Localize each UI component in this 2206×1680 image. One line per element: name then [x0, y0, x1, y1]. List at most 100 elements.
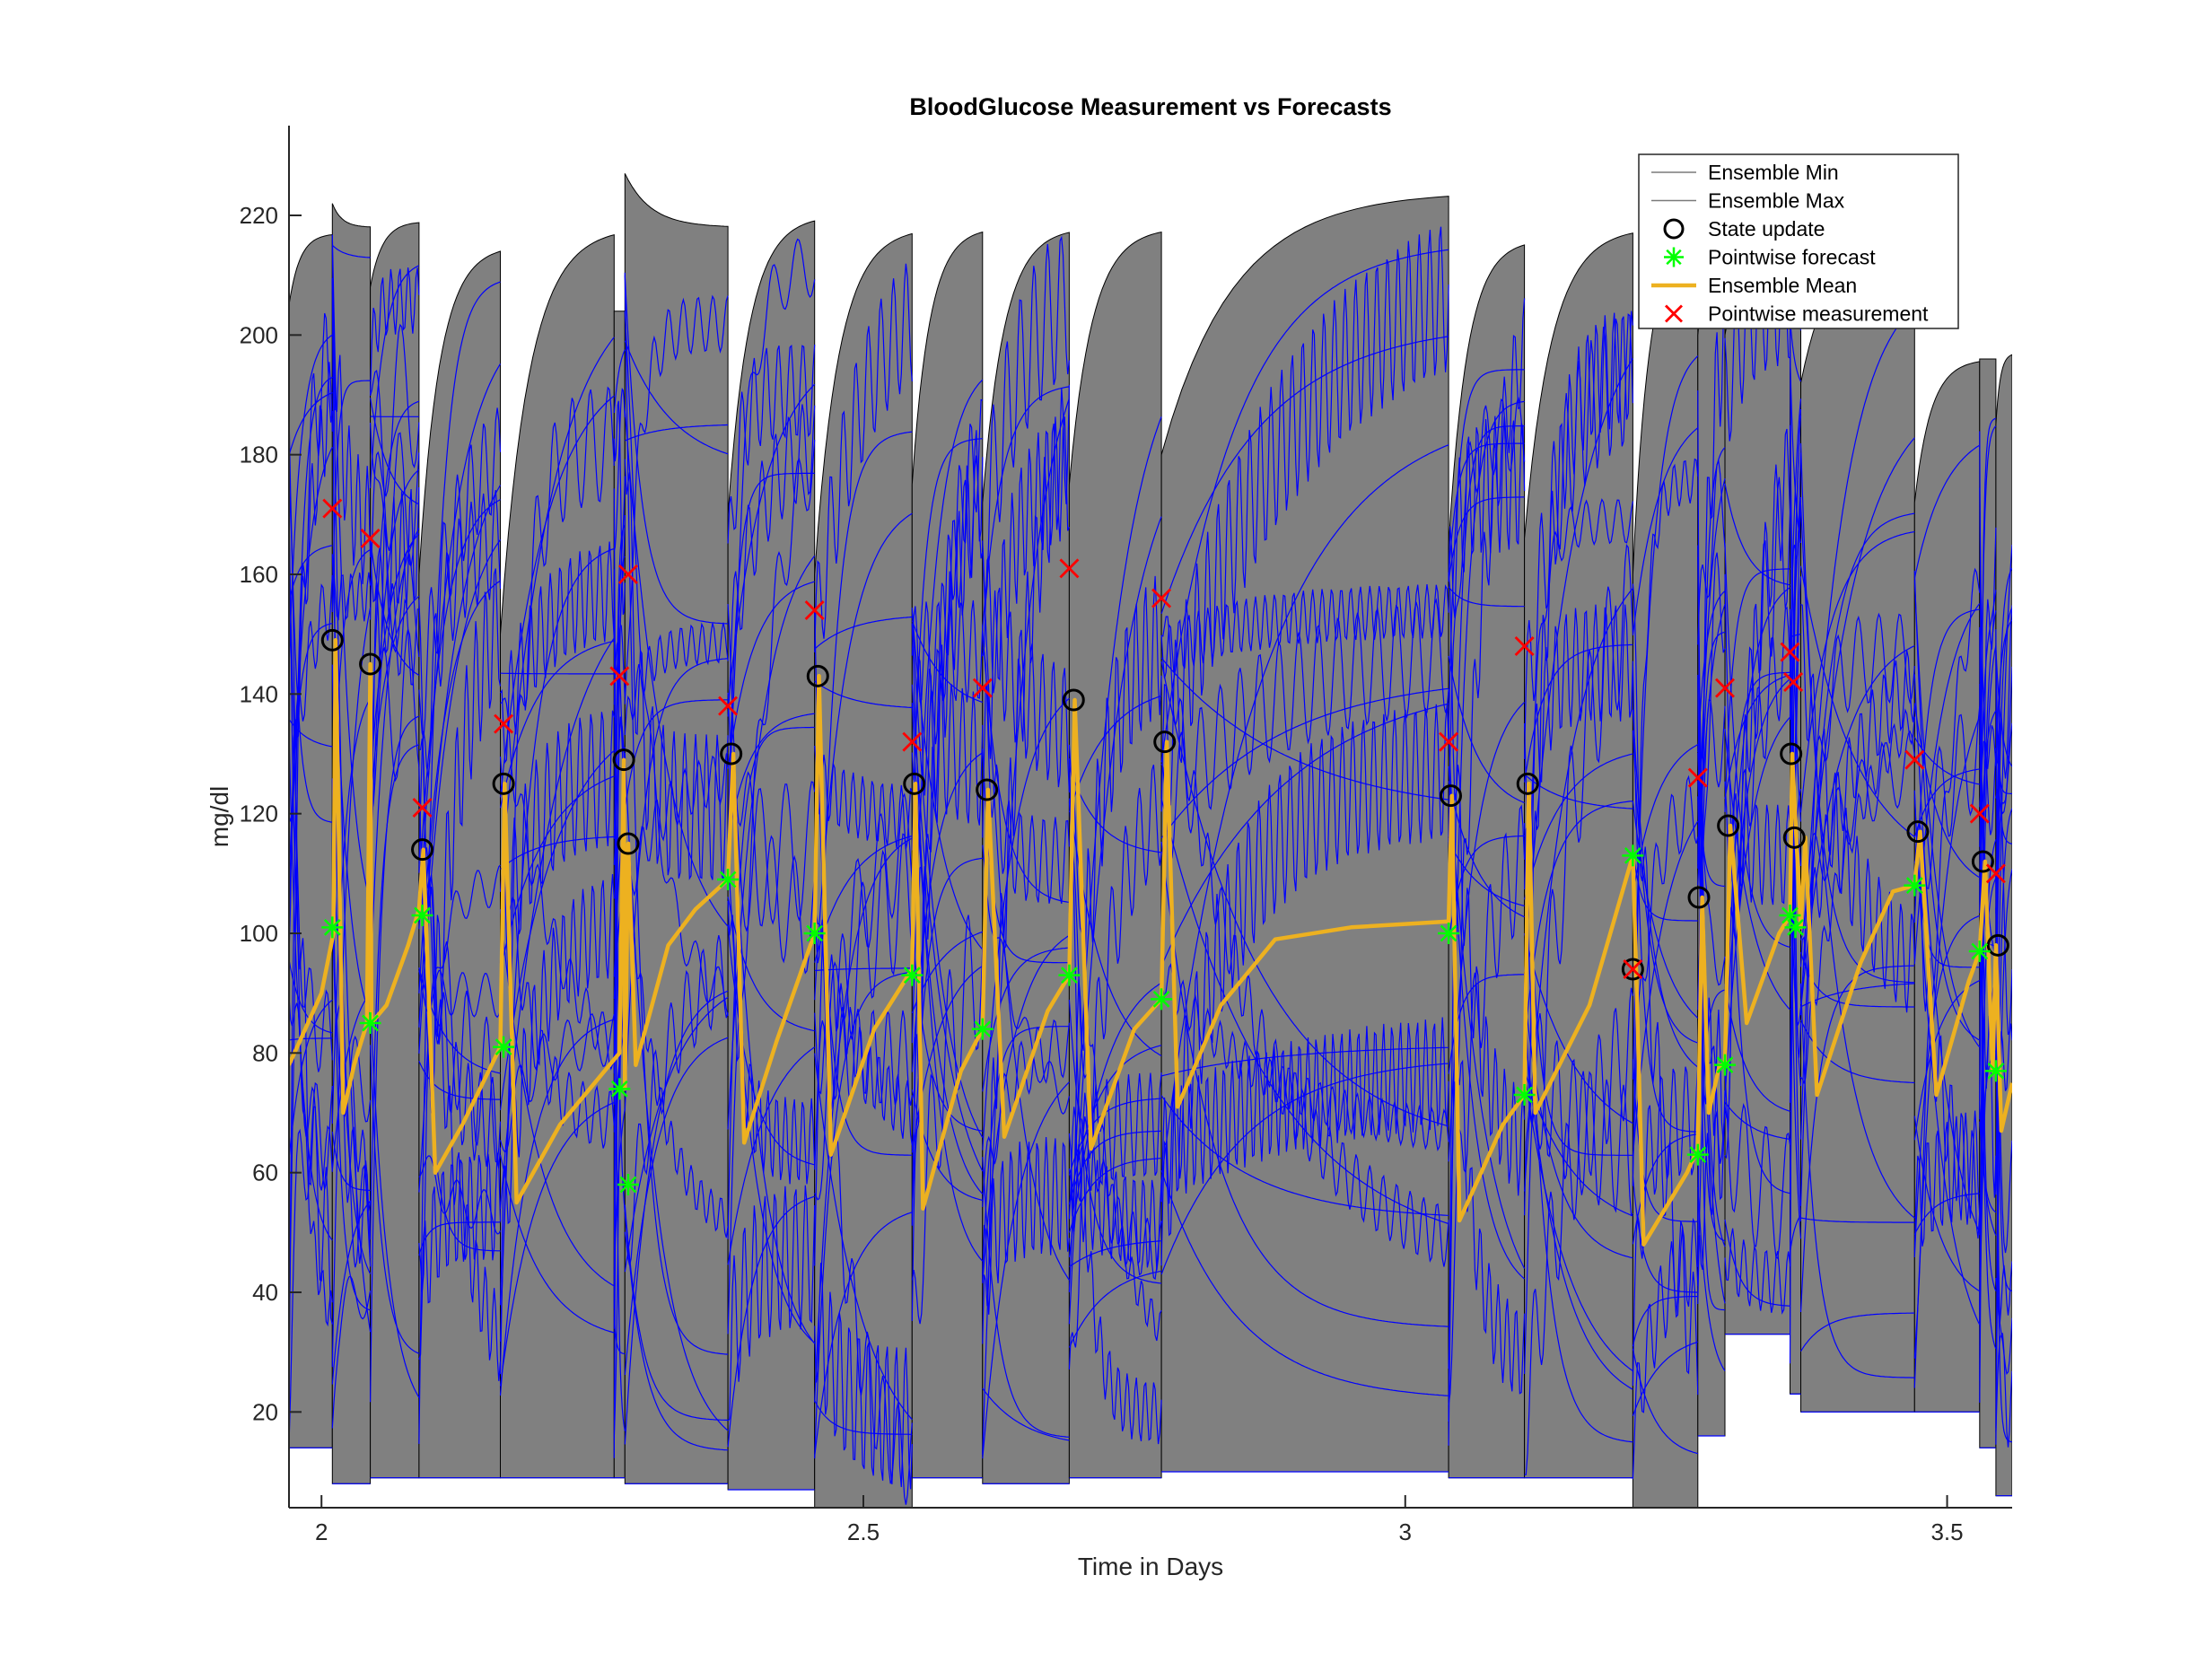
ensemble-member-line [1160, 657, 1449, 801]
ensemble-member-line [1724, 671, 1790, 1032]
state-update-marker [720, 742, 743, 766]
state-update-marker [806, 664, 829, 687]
ensemble-member-line [1632, 1295, 1698, 1347]
ensemble-member-line [1995, 1317, 2012, 1432]
pointwise-forecast-marker [1438, 923, 1460, 944]
ensemble-member-line [1448, 781, 1525, 918]
ensemble-member-line [911, 1089, 983, 1202]
pointwise-forecast-marker [1984, 1060, 2007, 1082]
chart-title: BloodGlucose Measurement vs Forecasts [909, 93, 1391, 120]
ensemble-member-line [1524, 993, 1633, 1259]
ensemble-member-line [624, 1204, 729, 1422]
ensemble-member-line [499, 386, 615, 1375]
ensemble-member-line [1448, 835, 1525, 942]
ensemble-member-line [499, 1154, 615, 1334]
ensemble-member-line [1524, 544, 1633, 1374]
ensemble-member-line [982, 384, 1070, 1344]
ensemble-member-line [289, 996, 333, 1191]
ensemble-member-line [982, 1136, 1070, 1315]
ensemble-mean-line [289, 638, 2012, 1247]
ensemble-member-line [418, 1221, 501, 1256]
ensemble-member-line [624, 1037, 729, 1376]
ensemble-member-line [727, 713, 815, 842]
state-update-marker [1780, 742, 1803, 766]
ensemble-member-line [1913, 444, 1981, 579]
ensemble-member-line [1160, 798, 1449, 1225]
pointwise-forecast-marker [1513, 1084, 1536, 1106]
pointwise-forecast-marker [493, 1036, 515, 1058]
y-tick-label: 200 [240, 321, 278, 348]
ensemble-member-line [1524, 1026, 1633, 1390]
ensemble-member-line [1697, 989, 1726, 1305]
pointwise-forecast-marker [717, 869, 740, 890]
ensemble-member-line [418, 490, 502, 873]
y-tick-label: 80 [252, 1039, 278, 1066]
ensemble-member-line [289, 731, 333, 1241]
ensemble-member-line [1995, 607, 2012, 1070]
pointwise-measurement-marker [617, 564, 638, 584]
ensemble-member-line [499, 337, 615, 892]
state-update-marker [1717, 814, 1740, 837]
ensemble-member-line [1724, 568, 1790, 812]
ensemble-member-line [911, 684, 984, 1172]
ensemble-member-line [1448, 655, 1525, 804]
ensemble-mean-layer [289, 638, 2012, 1247]
ensemble-member-line [624, 622, 729, 736]
ensemble-member-line [370, 486, 420, 796]
ensemble-member-line [1799, 983, 1915, 1378]
ensemble-member-line [982, 748, 1070, 964]
band-segment [727, 220, 816, 1491]
ensemble-member-line [1068, 765, 1162, 1370]
ensemble-member-line [1632, 666, 1698, 1133]
ensemble-member-line [331, 907, 372, 1123]
ensemble-member-line [1724, 1071, 1791, 1260]
ensemble-member-line [1724, 984, 1790, 1112]
ensemble-member-line [814, 263, 913, 652]
ensemble-member-line [418, 281, 501, 1444]
ensemble-member-line [1724, 716, 1790, 1099]
ensemble-member-line [1160, 1017, 1449, 1204]
ensemble-member-line [814, 971, 913, 1459]
ensemble-member-line [331, 234, 372, 902]
ensemble-member-line [982, 416, 1070, 838]
ensemble-member-line [418, 580, 501, 993]
ensemble-member-line [289, 1081, 333, 1446]
ensemble-member-line [499, 775, 615, 971]
ensemble-member-line [499, 874, 615, 1306]
ensemble-member-line [1524, 932, 1633, 1124]
pointwise-measurement-marker [1514, 636, 1535, 656]
band-segment [814, 232, 913, 1508]
ensemble-member-line [1632, 355, 1699, 1080]
ensemble-member-line [911, 610, 984, 950]
ensemble-member-line [1524, 987, 1633, 1475]
ensemble-member-line [727, 472, 815, 844]
ensemble-member-line [331, 607, 372, 1368]
ensemble-member-line [1799, 565, 1915, 837]
state-update-marker [492, 772, 515, 795]
ensemble-member-line [1068, 982, 1162, 1257]
ensemble-member-line [727, 604, 816, 975]
ensemble-member-line [911, 965, 984, 1153]
ensemble-member-line [1068, 758, 1162, 1445]
ensemble-member-line [727, 581, 815, 769]
ensemble-member-line [727, 238, 816, 836]
ensemble-member-line [1799, 952, 1915, 1008]
ensemble-member-line [289, 392, 333, 456]
ensemble-member-line [613, 1108, 626, 1276]
pointwise-measurement-marker [609, 666, 630, 687]
legend-label: Ensemble Mean [1708, 274, 1857, 297]
ensemble-member-line [418, 967, 501, 1074]
pointwise-measurement-marker [1969, 803, 1990, 824]
ensemble-member-line [499, 637, 615, 1210]
ensemble-member-line [982, 844, 1070, 1116]
ensemble-member-line [814, 1263, 913, 1490]
ensemble-member-line [1995, 869, 2012, 1445]
pointwise-measurement-marker [718, 696, 739, 716]
ensemble-member-line [370, 468, 420, 882]
ensemble-member-line [1632, 730, 1698, 1044]
ensemble-member-line [1913, 796, 1981, 1326]
ensemble-member-line [1724, 587, 1790, 1063]
ensemble-member-line [1789, 496, 1802, 1267]
ensemble-member-line [289, 478, 333, 1325]
pointwise-forecast-marker [1714, 1054, 1736, 1076]
